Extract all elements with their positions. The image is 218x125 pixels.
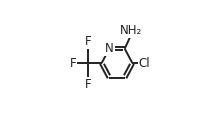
Text: F: F xyxy=(70,57,77,70)
Text: F: F xyxy=(85,78,92,91)
Text: Cl: Cl xyxy=(139,57,150,70)
Text: F: F xyxy=(85,36,92,49)
Text: N: N xyxy=(105,42,114,55)
Text: NH₂: NH₂ xyxy=(120,24,142,37)
